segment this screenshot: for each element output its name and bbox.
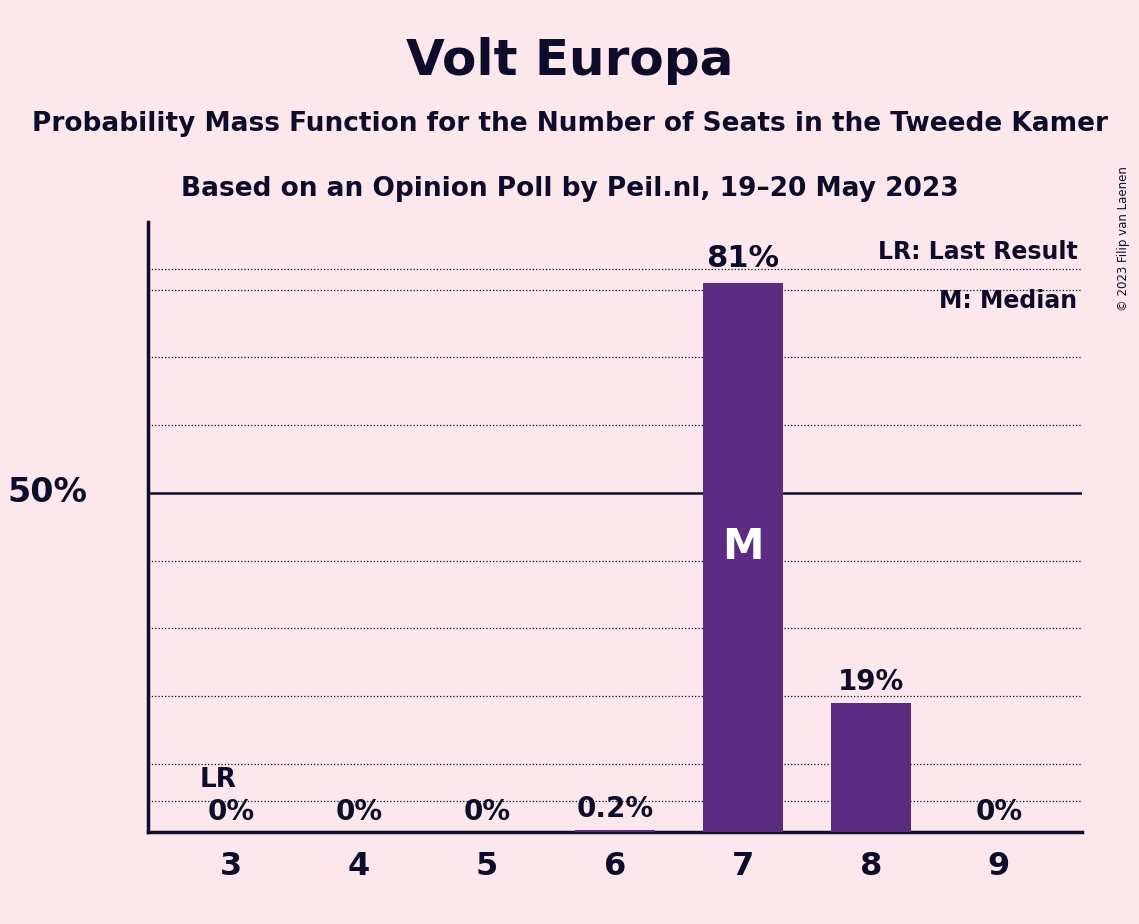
Text: 81%: 81% <box>706 244 779 273</box>
Text: 19%: 19% <box>838 668 904 696</box>
Text: 0%: 0% <box>336 798 383 826</box>
Text: 0.2%: 0.2% <box>576 796 654 823</box>
Text: Probability Mass Function for the Number of Seats in the Tweede Kamer: Probability Mass Function for the Number… <box>32 111 1107 137</box>
Text: © 2023 Filip van Laenen: © 2023 Filip van Laenen <box>1117 166 1130 311</box>
Text: 50%: 50% <box>8 476 88 509</box>
Text: M: M <box>722 526 764 568</box>
Bar <box>704 283 782 832</box>
Bar <box>575 831 655 832</box>
Bar <box>831 703 910 832</box>
Text: M: Median: M: Median <box>940 289 1077 313</box>
Text: LR: Last Result: LR: Last Result <box>878 240 1077 264</box>
Text: 0%: 0% <box>975 798 1023 826</box>
Text: 0%: 0% <box>464 798 510 826</box>
Text: 0%: 0% <box>207 798 255 826</box>
Text: LR: LR <box>199 767 236 793</box>
Text: Volt Europa: Volt Europa <box>405 37 734 85</box>
Text: Based on an Opinion Poll by Peil.nl, 19–20 May 2023: Based on an Opinion Poll by Peil.nl, 19–… <box>181 176 958 201</box>
